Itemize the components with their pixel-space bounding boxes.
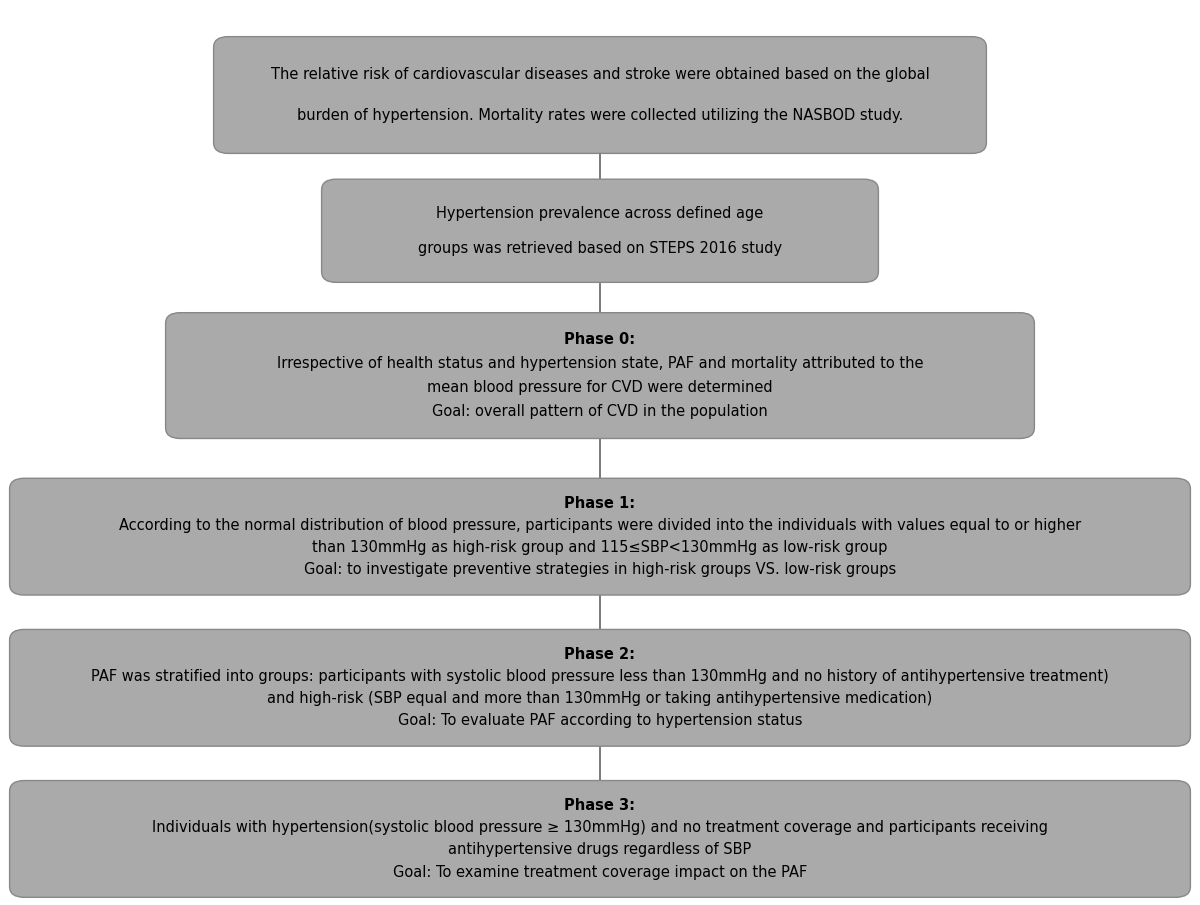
Text: Goal: to investigate preventive strategies in high-risk groups VS. low-risk grou: Goal: to investigate preventive strategi…: [304, 562, 896, 577]
Text: Goal: To examine treatment coverage impact on the PAF: Goal: To examine treatment coverage impa…: [392, 864, 808, 880]
FancyBboxPatch shape: [10, 630, 1190, 746]
Text: antihypertensive drugs regardless of SBP: antihypertensive drugs regardless of SBP: [449, 843, 751, 857]
FancyBboxPatch shape: [214, 36, 986, 153]
FancyBboxPatch shape: [10, 478, 1190, 595]
FancyBboxPatch shape: [322, 179, 878, 282]
Text: mean blood pressure for CVD were determined: mean blood pressure for CVD were determi…: [427, 380, 773, 395]
Text: Phase 1:: Phase 1:: [564, 496, 636, 511]
Text: than 130mmHg as high-risk group and 115≤SBP<130mmHg as low-risk group: than 130mmHg as high-risk group and 115≤…: [312, 540, 888, 555]
Text: PAF was stratified into groups: participants with systolic blood pressure less t: PAF was stratified into groups: particip…: [91, 670, 1109, 684]
Text: Phase 3:: Phase 3:: [564, 798, 636, 814]
Text: Hypertension prevalence across defined age: Hypertension prevalence across defined a…: [437, 205, 763, 221]
FancyBboxPatch shape: [166, 312, 1034, 439]
Text: Individuals with hypertension(systolic blood pressure ≥ 130mmHg) and no treatmen: Individuals with hypertension(systolic b…: [152, 821, 1048, 835]
Text: groups was retrieved based on STEPS 2016 study: groups was retrieved based on STEPS 2016…: [418, 241, 782, 256]
Text: Goal: To evaluate PAF according to hypertension status: Goal: To evaluate PAF according to hyper…: [397, 713, 803, 729]
Text: The relative risk of cardiovascular diseases and stroke were obtained based on t: The relative risk of cardiovascular dise…: [271, 67, 929, 81]
FancyBboxPatch shape: [10, 780, 1190, 898]
Text: Irrespective of health status and hypertension state, PAF and mortality attribut: Irrespective of health status and hypert…: [277, 356, 923, 371]
Text: According to the normal distribution of blood pressure, participants were divide: According to the normal distribution of …: [119, 519, 1081, 533]
Text: and high-risk (SBP equal and more than 130mmHg or taking antihypertensive medica: and high-risk (SBP equal and more than 1…: [268, 691, 932, 706]
Text: burden of hypertension. Mortality rates were collected utilizing the NASBOD stud: burden of hypertension. Mortality rates …: [296, 109, 904, 123]
Text: Phase 2:: Phase 2:: [564, 647, 636, 662]
Text: Goal: overall pattern of CVD in the population: Goal: overall pattern of CVD in the popu…: [432, 405, 768, 419]
Text: Phase 0:: Phase 0:: [564, 332, 636, 347]
